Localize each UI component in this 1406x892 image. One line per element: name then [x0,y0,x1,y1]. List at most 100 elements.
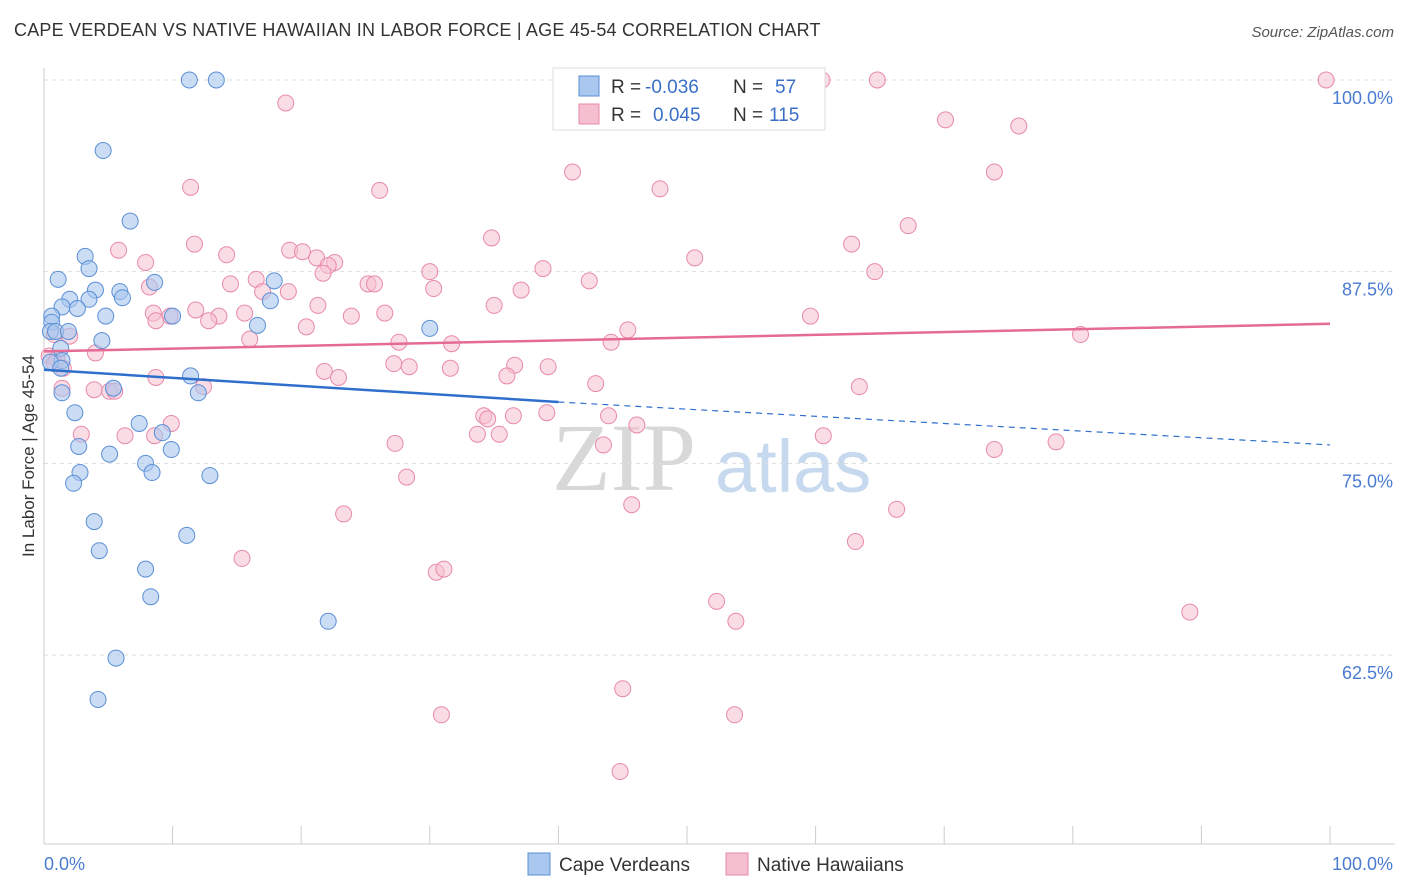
cape-verdean-point [178,526,196,544]
native-hawaiian-point [309,296,327,314]
y-axis-label: In Labor Force | Age 45-54 [19,355,38,557]
native-hawaiian-point [727,612,745,630]
cape-verdean-point [207,71,225,89]
native-hawaiian-point [899,217,917,235]
native-hawaiian-point [314,264,332,282]
native-hawaiian-point [421,263,439,281]
bottom-legend-label-cape-verdeans: Cape Verdeans [559,855,690,876]
cape-verdean-point [142,588,160,606]
native-hawaiian-point [846,533,864,551]
cape-verdean-point [66,404,84,422]
native-hawaiian-point [614,680,632,698]
native-hawaiian-point [600,407,618,425]
y-tick-labels: 62.5% 75.0% 87.5% 100.0% [1332,88,1393,683]
native-hawaiian-point [233,549,251,567]
cape-verdean-point [180,71,198,89]
cape-verdean-point [97,307,115,325]
native-hawaiian-point [376,304,394,322]
native-hawaiian-point [580,272,598,290]
native-hawaiian-point [628,416,646,434]
native-hawaiian-point [293,243,311,261]
legend-r-label-1: R = [611,77,641,98]
cape-verdean-point [164,307,182,325]
cape-verdean-point [162,441,180,459]
bottom-legend-swatch-cape-verdeans [527,852,551,876]
cape-verdean-point [265,272,283,290]
chart-title: CAPE VERDEAN VS NATIVE HAWAIIAN IN LABOR… [14,20,821,40]
native-hawaiian-point [611,763,629,781]
cape-verdean-point [85,513,103,531]
y-tick-label: 75.0% [1342,471,1393,491]
native-hawaiian-point [279,283,297,301]
native-hawaiian-point [623,496,641,514]
cape-verdean-point [201,467,219,485]
cape-verdean-point [248,316,266,334]
native-hawaiian-point [110,241,128,259]
native-hawaiian-point [686,249,704,267]
cape-verdean-point [113,289,131,307]
native-hawaiian-point [277,94,295,112]
legend-r-value-1: -0.036 [645,77,699,98]
native-hawaiian-point [385,355,403,373]
native-hawaiian-point [221,275,239,293]
native-hawaiian-point [602,333,620,351]
legend-swatch-cape-verdeans [578,75,600,97]
native-hawaiian-point [366,275,384,293]
legend-r-label-2: R = [611,105,641,126]
gridlines [44,79,1395,656]
native-hawaiian-point [137,253,155,271]
cape-verdean-trend-line [43,368,559,404]
trend-lines [43,322,1331,446]
native-hawaiian-point [936,111,954,129]
native-hawaiian-point [814,427,832,445]
native-hawaiian-point [329,368,347,386]
legend-n-value-2: 115 [769,105,799,126]
native-hawaiian-point [619,321,637,339]
native-hawaiian-point [441,359,459,377]
series-legend: Cape Verdeans Native Hawaiians [527,852,904,876]
cape-verdean-point [68,299,86,317]
native-hawaiian-point [116,427,134,445]
native-hawaiian-point [200,312,218,330]
native-hawaiian-point [1072,326,1090,344]
native-hawaiian-point [498,367,516,385]
native-hawaiian-trend-line [43,322,1331,353]
cape-verdean-point [153,424,171,442]
bottom-legend-swatch-native-hawaiians [725,852,749,876]
cape-verdean-point [70,437,88,455]
native-hawaiian-point [400,358,418,376]
native-hawaiian-point [843,235,861,253]
cape-verdean-point [130,414,148,432]
native-hawaiian-point [483,229,501,247]
cape-verdean-point [143,464,161,482]
cape-verdean-point [101,445,119,463]
native-hawaiian-point [315,362,333,380]
native-hawaiian-point [236,304,254,322]
native-hawaiian-point [485,296,503,314]
native-hawaiian-point [371,181,389,199]
cape-verdean-trend-extension [558,401,1331,446]
legend-n-label-2: N = [733,105,763,126]
x-axis-ticks [43,826,1331,844]
cape-verdean-point [89,690,107,708]
y-tick-label: 87.5% [1342,280,1393,300]
native-hawaiian-point [398,468,416,486]
native-hawaiian-point [888,500,906,518]
native-hawaiian-point [425,280,443,298]
cape-verdean-point [90,542,108,560]
chart-source: Source: ZipAtlas.com [1251,24,1394,41]
native-hawaiian-point [187,301,205,319]
cape-verdean-point [53,384,71,402]
native-hawaiian-point [479,410,497,428]
y-tick-label: 62.5% [1342,663,1393,683]
cape-verdean-point [104,379,122,397]
cape-verdean-point [80,260,98,278]
cape-verdean-point [137,560,155,578]
stats-legend: R = -0.036 N = 57 R = 0.045 N = 115 [552,67,826,131]
legend-n-value-1: 57 [775,77,796,98]
native-hawaiian-point [432,706,450,724]
native-hawaiian-point [985,163,1003,181]
watermark-zip: ZIP [552,404,696,511]
native-hawaiian-point [651,180,669,198]
